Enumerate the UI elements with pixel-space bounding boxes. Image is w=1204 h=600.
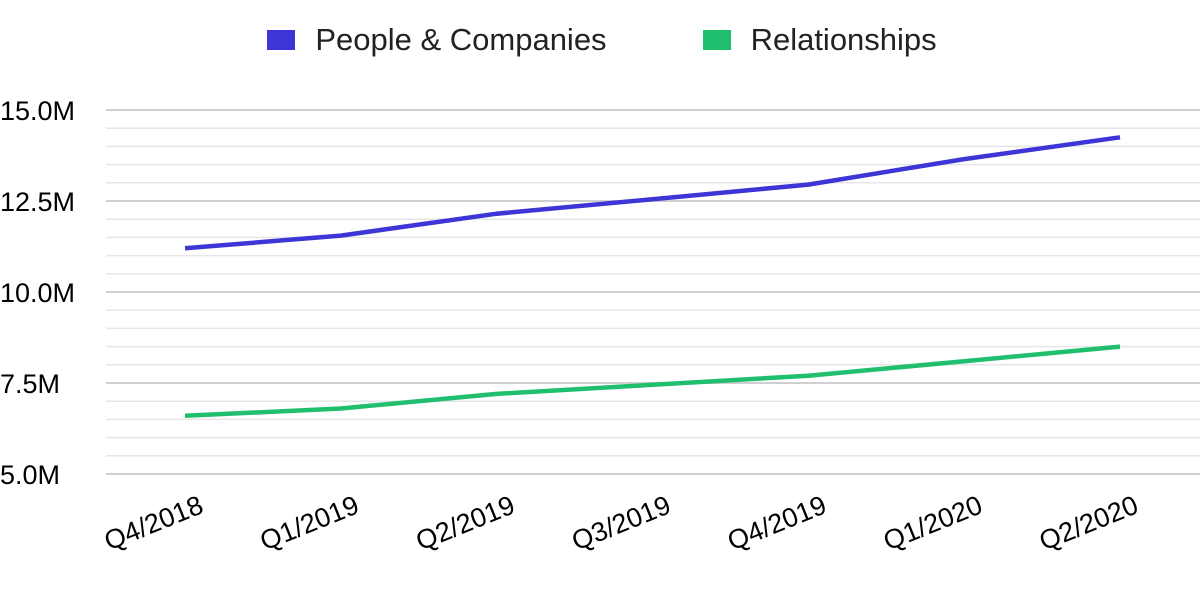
x-tick-label: Q1/2020: [879, 490, 986, 557]
x-tick-label: Q3/2019: [567, 490, 674, 557]
legend-item-people-companies: People & Companies: [267, 22, 607, 58]
x-tick-label: Q4/2019: [723, 490, 830, 557]
y-tick-label: 12.5M: [0, 187, 75, 217]
series-lines: [184, 135, 1121, 419]
y-tick-label: 10.0M: [0, 278, 75, 308]
legend-label-relationships: Relationships: [750, 22, 937, 57]
legend-item-relationships: Relationships: [702, 22, 937, 58]
x-tick-label: Q1/2019: [256, 490, 363, 557]
grid-lines: [106, 109, 1200, 475]
x-tick-label: Q2/2019: [412, 490, 519, 557]
legend-swatch-people-companies: [267, 30, 296, 50]
series-line-relationships: [184, 344, 1121, 419]
x-tick-label: Q4/2018: [100, 490, 207, 557]
legend-swatch-relationships: [702, 30, 731, 50]
x-tick-label: Q2/2020: [1035, 490, 1142, 557]
x-axis-ticks: Q4/2018 Q1/2019 Q2/2019 Q3/2019 Q4/2019 Q1/20…: [100, 490, 1142, 557]
y-tick-label: 15.0M: [0, 96, 75, 126]
y-tick-label: 7.5M: [0, 369, 60, 399]
y-axis-ticks: 5.0M 7.5M 10.0M 12.5M 15.0M: [0, 96, 75, 490]
legend-label-people-companies: People & Companies: [315, 22, 607, 57]
series-line-people-companies: [184, 135, 1121, 251]
chart-legend: People & Companies Relationships: [0, 22, 1204, 58]
y-tick-label: 5.0M: [0, 460, 60, 490]
